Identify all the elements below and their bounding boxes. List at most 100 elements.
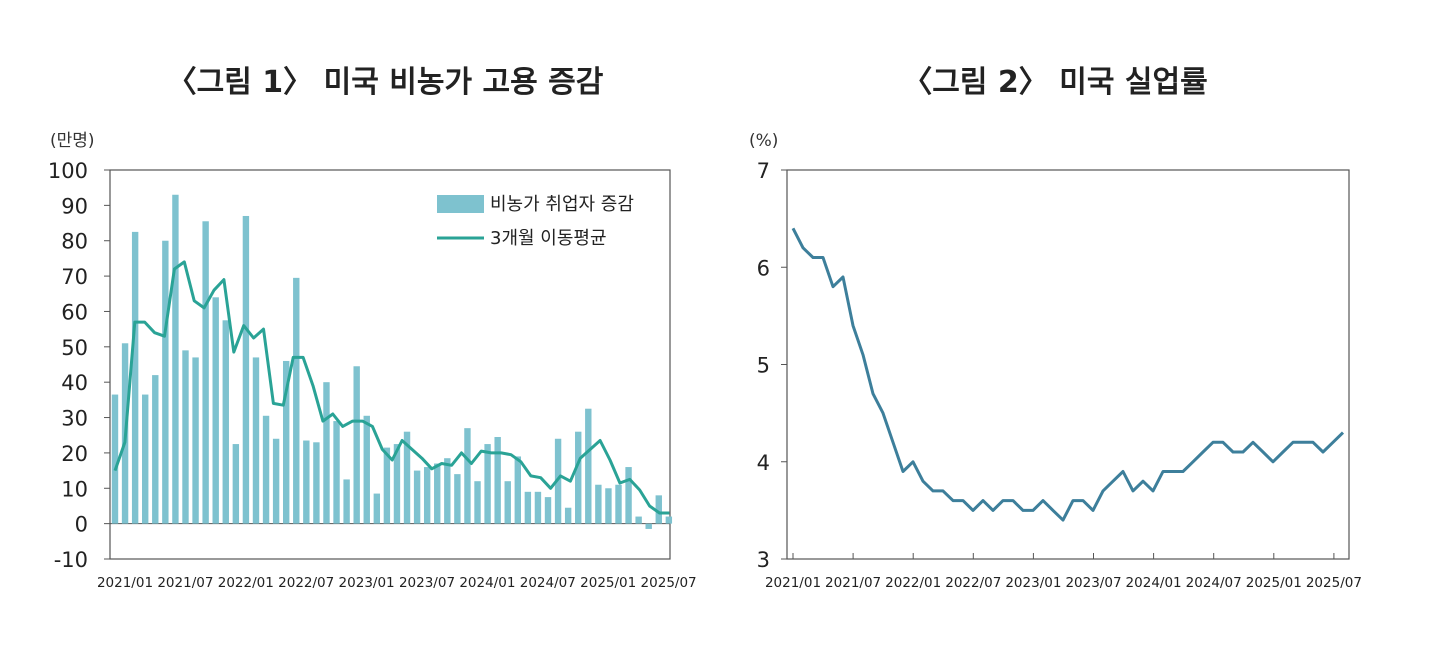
chart-1-ytick-label: 20 bbox=[61, 442, 88, 466]
series-bar-employment bbox=[454, 474, 461, 524]
series-bar-employment bbox=[655, 495, 662, 524]
series-bar-employment bbox=[152, 375, 159, 524]
series-bar-employment bbox=[272, 438, 280, 524]
chart-1-ytick-label: 100 bbox=[48, 159, 88, 183]
series-bar-employment bbox=[665, 516, 673, 524]
series-bar-employment bbox=[413, 470, 421, 524]
chart-2-ytick-label: 6 bbox=[757, 256, 770, 280]
chart-2-xtick-label: 2022/07 bbox=[945, 575, 1001, 591]
chart-1-xtick-label: 2025/07 bbox=[641, 575, 697, 591]
chart-1-ytick-label: 90 bbox=[61, 194, 88, 218]
series-bar-employment bbox=[434, 463, 441, 524]
series-bar-employment bbox=[293, 277, 300, 524]
series-bar-employment bbox=[192, 357, 199, 524]
chart-2-ytick-label: 3 bbox=[757, 548, 770, 572]
series-bar-employment bbox=[403, 431, 411, 524]
chart-2-plot-frame bbox=[786, 169, 1350, 560]
chart-1-employment: 〈그림 1〉 미국 비농가 고용 증감 (만명) -10 0 10 20 30 40 50 6… bbox=[48, 65, 697, 591]
series-bar-employment bbox=[182, 350, 189, 524]
series-bar-employment bbox=[202, 221, 209, 524]
chart-1-ytick-label: 50 bbox=[61, 336, 88, 360]
chart-1-xtick-label: 2024/01 bbox=[459, 575, 515, 591]
chart-2-xtick-label: 2023/01 bbox=[1005, 575, 1061, 591]
series-bar-employment bbox=[333, 421, 340, 524]
series-bar-employment bbox=[524, 491, 532, 524]
series-bar-employment bbox=[212, 297, 219, 524]
series-bar-employment bbox=[585, 408, 592, 524]
chart-2-xtick-label: 2024/01 bbox=[1126, 575, 1182, 591]
series-bar-employment bbox=[605, 488, 612, 524]
series-bar-employment bbox=[494, 436, 501, 524]
series-bar-employment bbox=[635, 516, 642, 524]
series-bar-employment bbox=[393, 444, 401, 524]
chart-2-xtick-label: 2022/01 bbox=[885, 575, 941, 591]
chart-1-ytick-label: 30 bbox=[61, 407, 88, 431]
series-bar-employment bbox=[232, 444, 240, 524]
series-bar-employment bbox=[262, 415, 270, 524]
chart-1-ytick-label: 40 bbox=[61, 371, 88, 395]
chart-2-xtick-label: 2025/07 bbox=[1306, 575, 1362, 591]
series-bar-employment bbox=[282, 360, 290, 524]
series-bar-employment bbox=[544, 497, 552, 524]
chart-1-ylabel: (만명) bbox=[50, 131, 95, 151]
legend-label-line: 3개월 이동평균 bbox=[490, 228, 607, 249]
series-bar-employment bbox=[131, 231, 139, 524]
series-bar-employment bbox=[313, 442, 320, 524]
series-line-moving-average bbox=[113, 260, 670, 515]
chart-1-xtick-label: 2025/01 bbox=[580, 575, 636, 591]
chart-1-xtick-label: 2024/07 bbox=[520, 575, 576, 591]
series-bar-employment bbox=[474, 481, 481, 524]
series-bar-employment bbox=[242, 215, 250, 524]
chart-2-xtick-label: 2021/01 bbox=[765, 575, 821, 591]
series-bar-employment bbox=[625, 467, 632, 524]
chart-1-ytick-label: -10 bbox=[54, 548, 88, 572]
series-bar-employment bbox=[484, 444, 491, 524]
series-bar-employment bbox=[111, 394, 119, 524]
chart-1-xtick-label: 2021/01 bbox=[97, 575, 153, 591]
series-bar-employment bbox=[323, 382, 330, 524]
series-line-unemployment-rate bbox=[791, 227, 1345, 522]
series-bar-employment bbox=[615, 484, 622, 524]
chart-1-ytick-label: 0 bbox=[75, 513, 88, 537]
chart-2-xtick-label: 2023/07 bbox=[1065, 575, 1121, 591]
series-bar-employment bbox=[383, 447, 391, 524]
series-bar-employment bbox=[303, 440, 310, 524]
chart-1-xtick-label: 2022/07 bbox=[278, 575, 334, 591]
series-bar-employment bbox=[514, 456, 521, 524]
series-bar-employment bbox=[142, 394, 149, 524]
chart-2-ytick-label: 7 bbox=[757, 159, 770, 183]
chart-1-legend: 비농가 취업자 증감 3개월 이동평균 bbox=[437, 194, 634, 249]
series-bar-employment bbox=[464, 428, 471, 524]
chart-2-xtick-label: 2025/01 bbox=[1246, 575, 1302, 591]
series-bar-employment bbox=[444, 458, 451, 524]
chart-2-xtick-label: 2021/07 bbox=[825, 575, 881, 591]
chart-1-xtick-label: 2021/07 bbox=[157, 575, 213, 591]
legend-label-bar: 비농가 취업자 증감 bbox=[490, 194, 634, 215]
series-bar-employment bbox=[373, 493, 381, 524]
series-bar-employment bbox=[504, 481, 511, 524]
chart-2-ytick-label: 4 bbox=[757, 451, 770, 475]
chart-1-xtick-label: 2023/07 bbox=[399, 575, 455, 591]
chart-1-plot-frame bbox=[109, 169, 671, 560]
series-bar-employment bbox=[534, 491, 542, 524]
chart-1-xtick-label: 2023/01 bbox=[339, 575, 395, 591]
series-bar-employment bbox=[645, 523, 652, 529]
chart-1-ytick-label: 60 bbox=[61, 300, 88, 324]
series-bar-employment bbox=[564, 507, 572, 524]
series-bar-employment bbox=[353, 366, 360, 524]
series-bar-employment bbox=[343, 479, 350, 524]
chart-1-ytick-label: 70 bbox=[61, 265, 88, 289]
series-bar-employment bbox=[363, 415, 370, 524]
chart-1-title: 〈그림 1〉 미국 비농가 고용 증감 bbox=[167, 65, 604, 100]
series-bar-employment bbox=[595, 484, 602, 524]
series-bar-employment bbox=[575, 431, 582, 524]
chart-1-ytick-label: 80 bbox=[61, 230, 88, 254]
chart-1-xtick-label: 2022/01 bbox=[218, 575, 274, 591]
series-bar-employment bbox=[423, 467, 431, 524]
series-bar-employment bbox=[222, 320, 229, 524]
series-bar-employment bbox=[172, 194, 179, 524]
chart-2-xtick-label: 2024/07 bbox=[1186, 575, 1242, 591]
chart-1-ytick-label: 10 bbox=[61, 477, 88, 501]
